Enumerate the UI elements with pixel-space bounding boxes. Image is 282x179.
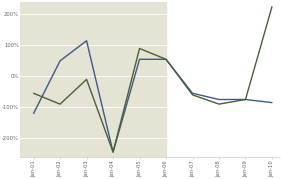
Bar (20, 2, 166, 157)
